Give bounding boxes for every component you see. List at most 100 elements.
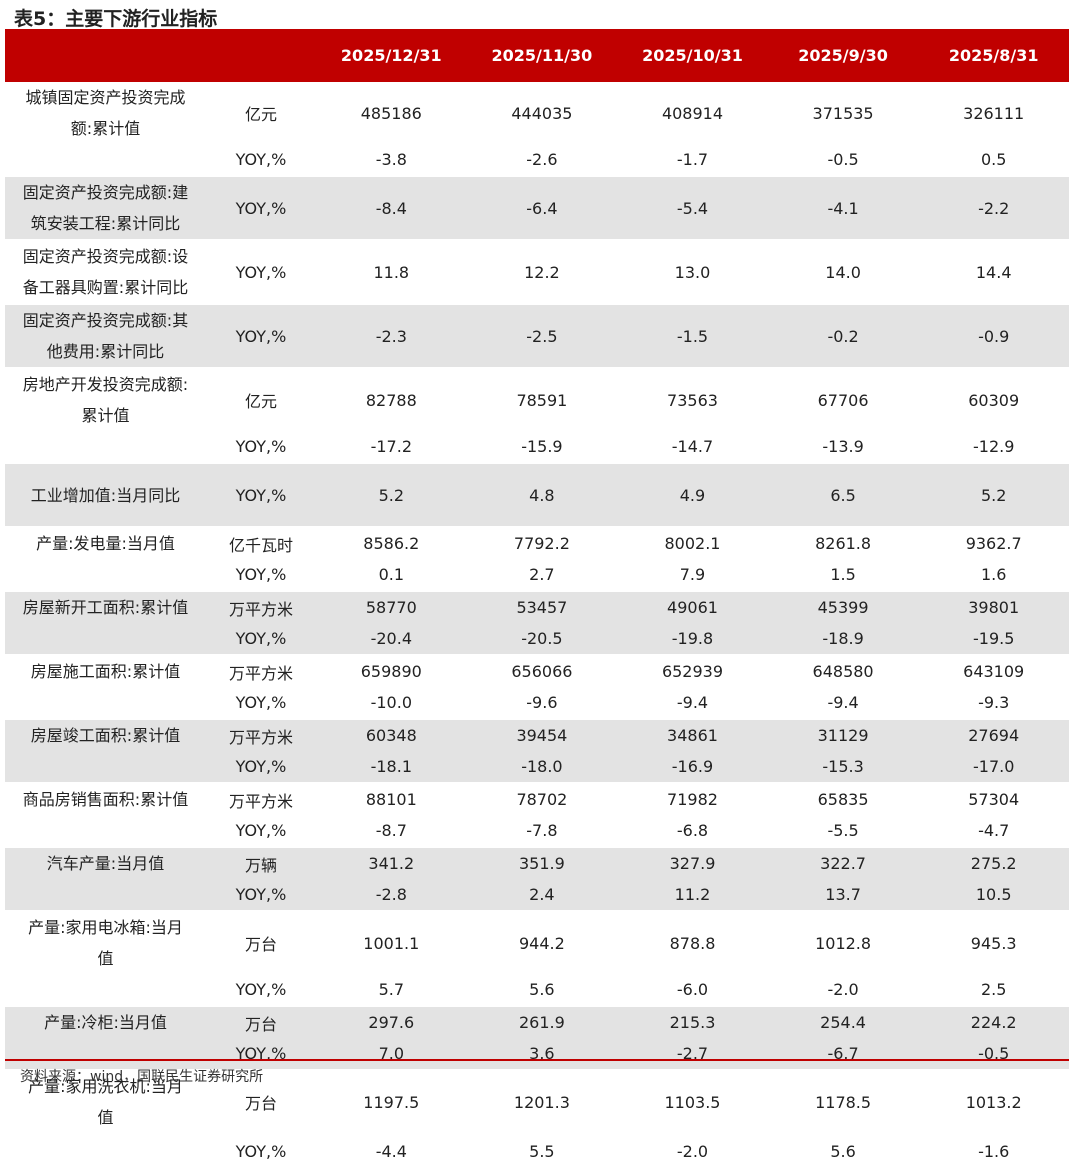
table-row: 房屋新开工面积:累计值 万平方米 58770 53457 49061 45399 39801 [5,590,1069,623]
header-date: 2025/11/30 [466,29,618,82]
value-cell: 1178.5 [767,1069,919,1133]
value-cell: 643109 [918,654,1069,687]
table-row: 汽车产量:当月值 万辆 341.2 351.9 327.9 322.7 275.2 [5,846,1069,879]
indicator-name: 产量:冷柜:当月值 [5,1005,206,1038]
value-cell: -17.0 [918,751,1069,783]
unit-cell: YOY,% [235,150,287,169]
value-cell: 78591 [466,367,618,431]
value-cell: 5.7 [378,980,405,999]
value-cell: -0.2 [767,303,919,368]
value-cell: 5.5 [529,1141,555,1161]
value-cell: 7.9 [679,565,706,584]
value-cell: 9362.7 [918,526,1069,559]
value-cell: -9.3 [978,693,1010,712]
value-cell: 656066 [466,654,618,687]
value-cell: 351.9 [466,846,618,879]
value-cell: 275.2 [918,846,1069,879]
value-cell: -18.9 [767,623,919,655]
value-cell: 1103.5 [617,1069,768,1133]
value-cell: 12.2 [466,239,618,304]
table-row: 房屋竣工面积:累计值 万平方米 60348 39454 34861 31129 27694 [5,718,1069,751]
value-cell: 67706 [767,367,919,431]
table-row: 城镇固定资产投资完成额:累计值 亿元 485186 444035 408914 37153… [5,82,1069,144]
header-indicator [5,29,206,82]
value-cell: -1.7 [676,150,709,169]
value-cell: -6.0 [676,980,709,999]
unit-cell: 万平方米 [206,654,316,687]
indicator-name-blank [5,687,206,719]
unit-cell: YOY,% [235,693,287,712]
value-cell: 8261.8 [767,526,919,559]
value-cell: 5.2 [316,462,467,527]
indicator-name-blank [5,815,206,847]
value-cell: 6.5 [767,462,919,527]
value-cell: 4.8 [466,462,618,527]
value-cell: 34861 [617,718,768,751]
value-cell: -2.8 [316,879,467,911]
value-cell: 11.8 [316,239,467,304]
indicator-name: 固定资产投资完成额:设备工器具购置:累计同比 [5,239,206,304]
unit-cell: YOY,% [206,462,316,527]
value-cell: 88101 [316,782,467,815]
value-cell: 322.7 [767,846,919,879]
value-cell: 327.9 [617,846,768,879]
indicator-name: 房屋竣工面积:累计值 [5,718,206,751]
value-cell: 2.5 [980,980,1007,999]
value-cell: 261.9 [466,1005,618,1038]
indicator-name: 固定资产投资完成额:建筑安装工程:累计同比 [5,175,206,240]
indicator-name-blank [5,623,206,655]
value-cell: 2.7 [529,565,555,584]
table-row: YOY,% -8.7 -7.8 -6.8 -5.5 -4.7 [5,815,1069,847]
unit-cell: YOY,% [206,175,316,240]
value-cell: -14.7 [671,437,714,456]
unit-cell: YOY,% [235,821,287,840]
value-cell: -8.4 [316,175,467,240]
indicator-table: 2025/12/31 2025/11/30 2025/10/31 2025/9/… [5,29,1069,1169]
value-cell: 254.4 [767,1005,919,1038]
table-row: 房地产开发投资完成额:累计值 亿元 82788 78591 73563 67706 6030… [5,367,1069,431]
indicator-name-blank [5,1133,206,1169]
unit-cell: YOY,% [235,565,287,584]
value-cell: -5.5 [827,821,859,840]
table-body: 城镇固定资产投资完成额:累计值 亿元 485186 444035 408914 37153… [5,82,1069,1169]
value-cell: -0.9 [918,303,1069,368]
value-cell: 8586.2 [316,526,467,559]
value-cell: 485186 [360,103,422,123]
unit-cell: 万平方米 [206,590,316,623]
table-row: YOY,% 0.1 2.7 7.9 1.5 1.6 [5,559,1069,591]
table-title: 表5：主要下游行业指标 [14,8,218,30]
table-row: 产量:发电量:当月值 亿千瓦时 8586.2 7792.2 8002.1 8261.8 93… [5,526,1069,559]
table-row: YOY,% -17.2 -15.9 -14.7 -13.9 -12.9 [5,431,1069,463]
value-cell: -4.1 [767,175,919,240]
header-date: 2025/9/30 [767,29,919,82]
unit-cell: YOY,% [206,623,316,655]
value-cell: 82788 [316,367,467,431]
value-cell: -9.6 [526,693,558,712]
indicator-table-container: 2025/12/31 2025/11/30 2025/10/31 2025/9/… [5,29,1069,1169]
value-cell: 215.3 [617,1005,768,1038]
value-cell: 5.6 [830,1141,856,1161]
value-cell: -7.8 [526,821,558,840]
value-cell: -12.9 [972,437,1015,456]
value-cell: 14.4 [918,239,1069,304]
unit-cell: 亿元 [206,367,316,431]
value-cell: -17.2 [370,437,412,456]
indicator-name: 产量:发电量:当月值 [5,526,206,559]
unit-cell: 万平方米 [206,782,316,815]
indicator-name: 城镇固定资产投资完成额:累计值 [25,88,186,138]
table-row: 固定资产投资完成额:建筑安装工程:累计同比 YOY,% -8.4 -6.4 -5.4 -4… [5,175,1069,240]
value-cell: 11.2 [617,879,768,911]
value-cell: 8002.1 [617,526,768,559]
indicator-name: 房屋新开工面积:累计值 [5,590,206,623]
indicator-name: 房地产开发投资完成额:累计值 [5,367,206,431]
value-cell: 57304 [918,782,1069,815]
value-cell: 652939 [617,654,768,687]
table-row: 产量:家用电冰箱:当月值 万台 1001.1 944.2 878.8 1012.8 945.… [5,910,1069,974]
indicator-name: 固定资产投资完成额:其他费用:累计同比 [5,303,206,368]
indicator-name: 汽车产量:当月值 [5,846,206,879]
table-row: YOY,% -18.1 -18.0 -16.9 -15.3 -17.0 [5,751,1069,783]
unit-cell: 万台 [206,910,316,974]
unit-cell: 万辆 [206,846,316,879]
value-cell: 78702 [466,782,618,815]
value-cell: 0.5 [980,150,1007,169]
